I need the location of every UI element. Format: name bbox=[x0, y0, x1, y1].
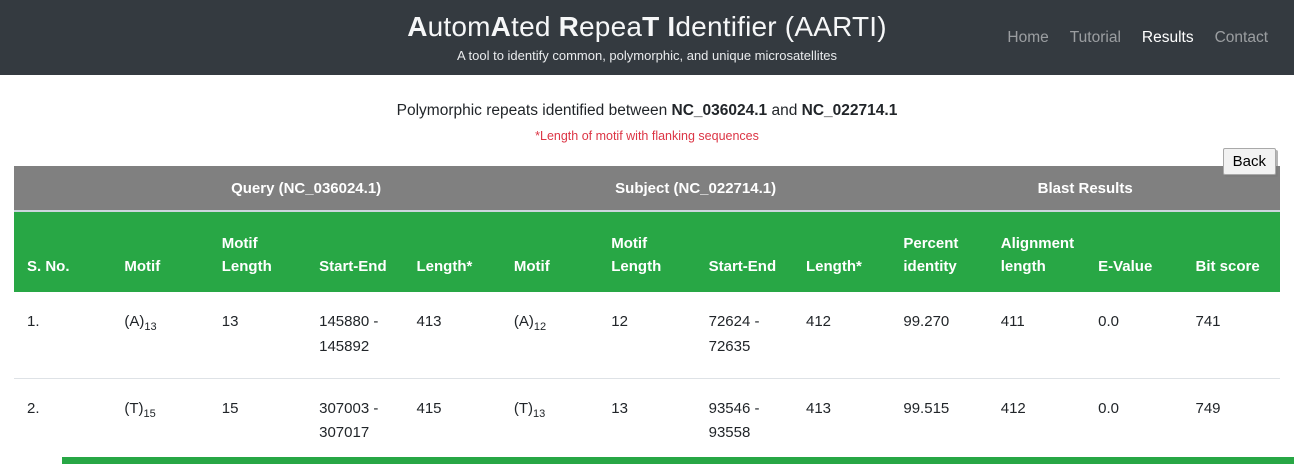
cell-subject-motif-length: 13 bbox=[598, 378, 696, 464]
app-title-segment: T bbox=[642, 11, 660, 43]
group-header-subject: Subject (NC_022714.1) bbox=[500, 166, 891, 212]
page-content: Back Polymorphic repeats identified betw… bbox=[0, 75, 1294, 464]
results-table: Query (NC_036024.1) Subject (NC_022714.1… bbox=[14, 166, 1280, 464]
col-subject-length: Length* bbox=[793, 211, 891, 292]
app-title-segment: epea bbox=[579, 11, 643, 43]
cell-sno: 2. bbox=[14, 378, 112, 464]
cell-subject-motif: (T)13 bbox=[500, 378, 599, 464]
col-percent-identity: Percent identity bbox=[890, 211, 988, 292]
subject-accession: NC_022714.1 bbox=[801, 102, 898, 119]
cell-query-length: 413 bbox=[403, 292, 501, 379]
length-footnote: *Length of motif with flanking sequences bbox=[535, 129, 759, 143]
cell-alignment-length: 411 bbox=[987, 292, 1086, 379]
cell-subject-start-end: 93546 - 93558 bbox=[695, 378, 793, 464]
col-sno: S. No. bbox=[14, 211, 112, 292]
cell-subject-motif: (A)12 bbox=[500, 292, 599, 379]
group-header-row: Query (NC_036024.1) Subject (NC_022714.1… bbox=[14, 166, 1280, 212]
app-title-segment: dentifier (AARTI) bbox=[675, 11, 887, 43]
col-query-length: Length* bbox=[403, 211, 501, 292]
cell-percent-identity: 99.515 bbox=[890, 378, 988, 464]
caption-prefix: Polymorphic repeats identified between bbox=[396, 102, 672, 119]
cell-query-length: 415 bbox=[403, 378, 501, 464]
cell-query-motif-length: 15 bbox=[208, 378, 307, 464]
cell-sno: 1. bbox=[14, 292, 112, 379]
app-title-segment: R bbox=[558, 11, 580, 43]
app-subtitle: A tool to identify common, polymorphic, … bbox=[456, 47, 838, 63]
top-navbar: AutomAted RepeaT Identifier (AARTI) A to… bbox=[0, 0, 1294, 75]
group-header-query: Query (NC_036024.1) bbox=[111, 166, 501, 212]
app-title-segment: I bbox=[667, 11, 676, 43]
cell-alignment-length: 412 bbox=[987, 378, 1086, 464]
col-query-motif: Motif bbox=[111, 211, 209, 292]
cell-bit-score: 749 bbox=[1182, 378, 1280, 464]
next-section-green-strip bbox=[62, 457, 1294, 464]
cell-query-motif: (A)13 bbox=[111, 292, 209, 379]
app-title: AutomAted RepeaT Identifier (AARTI) bbox=[407, 11, 887, 43]
caption-connector: and bbox=[767, 102, 802, 119]
main-nav: Home Tutorial Results Contact bbox=[1007, 29, 1268, 47]
cell-subject-start-end: 72624 - 72635 bbox=[695, 292, 793, 379]
cell-subject-length: 412 bbox=[793, 292, 891, 379]
back-button[interactable]: Back bbox=[1222, 148, 1276, 175]
col-bit-score: Bit score bbox=[1182, 211, 1280, 292]
query-accession: NC_036024.1 bbox=[671, 102, 768, 119]
cell-query-motif-length: 13 bbox=[208, 292, 307, 379]
cell-percent-identity: 99.270 bbox=[890, 292, 988, 379]
table-row: 1. (A)13 13 145880 - 145892 413 (A)12 12… bbox=[14, 292, 1280, 379]
nav-item-tutorial[interactable]: Tutorial bbox=[1069, 28, 1121, 46]
group-header-empty bbox=[14, 166, 112, 212]
cell-subject-motif-length: 12 bbox=[598, 292, 696, 379]
col-alignment-length: Alignment length bbox=[987, 211, 1086, 292]
app-title-segment: ted bbox=[511, 11, 559, 43]
group-header-blast: Blast Results bbox=[890, 166, 1280, 212]
nav-item-home[interactable]: Home bbox=[1007, 28, 1049, 46]
page-caption: Polymorphic repeats identified between N… bbox=[0, 102, 1294, 120]
table-row: 2. (T)15 15 307003 - 307017 415 (T)13 13… bbox=[14, 378, 1280, 464]
col-evalue: E-Value bbox=[1085, 211, 1183, 292]
app-title-segment: A bbox=[407, 11, 428, 43]
column-header-row: S. No. Motif Motif Length Start-End Leng… bbox=[14, 211, 1280, 292]
col-subject-motif: Motif bbox=[500, 211, 599, 292]
cell-evalue: 0.0 bbox=[1085, 292, 1183, 379]
cell-bit-score: 741 bbox=[1182, 292, 1280, 379]
cell-subject-length: 413 bbox=[793, 378, 891, 464]
cell-query-start-end: 145880 - 145892 bbox=[306, 292, 404, 379]
cell-query-motif: (T)15 bbox=[111, 378, 209, 464]
col-subject-motif-length: Motif Length bbox=[598, 211, 696, 292]
app-title-segment: A bbox=[490, 11, 512, 43]
cell-query-start-end: 307003 - 307017 bbox=[306, 378, 404, 464]
col-query-start-end: Start-End bbox=[306, 211, 404, 292]
cell-evalue: 0.0 bbox=[1085, 378, 1183, 464]
col-query-motif-length: Motif Length bbox=[208, 211, 307, 292]
col-subject-start-end: Start-End bbox=[695, 211, 793, 292]
app-title-segment: utom bbox=[427, 11, 491, 43]
nav-item-contact[interactable]: Contact bbox=[1214, 28, 1268, 46]
nav-item-results[interactable]: Results bbox=[1141, 28, 1194, 46]
